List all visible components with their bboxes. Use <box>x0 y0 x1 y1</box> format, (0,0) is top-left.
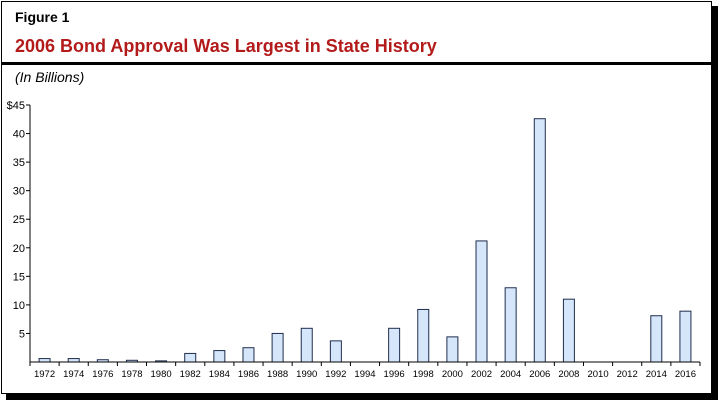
x-tick-label: 2004 <box>500 369 521 380</box>
x-tick-label: 1972 <box>34 369 55 380</box>
bar-1982 <box>184 352 197 363</box>
x-tick-label: 1978 <box>121 369 142 380</box>
x-tick-label: 1990 <box>296 369 317 380</box>
y-tick-label: 15 <box>13 271 25 283</box>
bar-1984 <box>213 350 226 363</box>
bar-2004 <box>504 287 517 363</box>
bar-2000 <box>446 336 459 363</box>
figure-label: Figure 1 <box>15 9 70 25</box>
bar-1988 <box>271 332 284 363</box>
y-tick-label: 40 <box>13 129 25 141</box>
y-tick-label: 20 <box>13 243 25 255</box>
bar-1996 <box>388 327 401 363</box>
y-tick-label: 30 <box>13 186 25 198</box>
x-tick-label: 2000 <box>442 369 463 380</box>
x-tick-label: 1980 <box>151 369 172 380</box>
x-tick-label: 2010 <box>587 369 608 380</box>
y-axis: 5 10 15 20 25 30 35 40 $45 <box>7 100 31 362</box>
x-tick-label: 1988 <box>267 369 288 380</box>
x-tick-label: 2008 <box>558 369 579 380</box>
x-tick-label: 1998 <box>413 369 434 380</box>
bar-2006 <box>533 118 546 363</box>
x-tick-label: 1996 <box>384 369 405 380</box>
bar-2008 <box>562 298 575 363</box>
x-tick-label: 1994 <box>354 369 375 380</box>
y-tick-label: 10 <box>13 300 25 312</box>
bar-1990 <box>300 327 313 363</box>
x-tick-label: 1984 <box>209 369 230 380</box>
x-tick-label: 2016 <box>675 369 696 380</box>
x-tick-label: 1992 <box>325 369 346 380</box>
bar-1972 <box>38 358 51 363</box>
y-tick-label: $45 <box>7 100 25 112</box>
x-axis: 1972 1974 1976 1978 1980 1982 1984 1986 1988 1990… <box>29 361 701 380</box>
bars <box>38 118 692 363</box>
bar-1998 <box>417 308 430 363</box>
x-tick-label: 1986 <box>238 369 259 380</box>
units-label: (In Billions) <box>15 69 85 85</box>
figure-frame <box>1 1 712 394</box>
bar-1986 <box>242 347 255 363</box>
y-tick-label: 35 <box>13 157 25 169</box>
bar-2016 <box>679 310 692 363</box>
bar-1992 <box>329 340 342 363</box>
frame-shadow-bottom <box>6 394 718 400</box>
y-tick-label: 5 <box>19 328 25 340</box>
x-tick-label: 2014 <box>646 369 667 380</box>
x-tick-label: 1976 <box>92 369 113 380</box>
bar-2002 <box>475 240 488 363</box>
x-tick-label: 1974 <box>63 369 84 380</box>
x-tick-label: 2012 <box>617 369 638 380</box>
x-tick-label: 1982 <box>180 369 201 380</box>
x-tick-label: 2002 <box>471 369 492 380</box>
chart-title: 2006 Bond Approval Was Largest in State … <box>15 36 437 56</box>
bar-1974 <box>67 358 80 363</box>
y-tick-label: 25 <box>13 214 25 226</box>
x-tick-label: 2006 <box>529 369 550 380</box>
frame-shadow-right <box>712 6 718 400</box>
title-divider <box>1 62 712 65</box>
bar-2014 <box>650 315 663 363</box>
